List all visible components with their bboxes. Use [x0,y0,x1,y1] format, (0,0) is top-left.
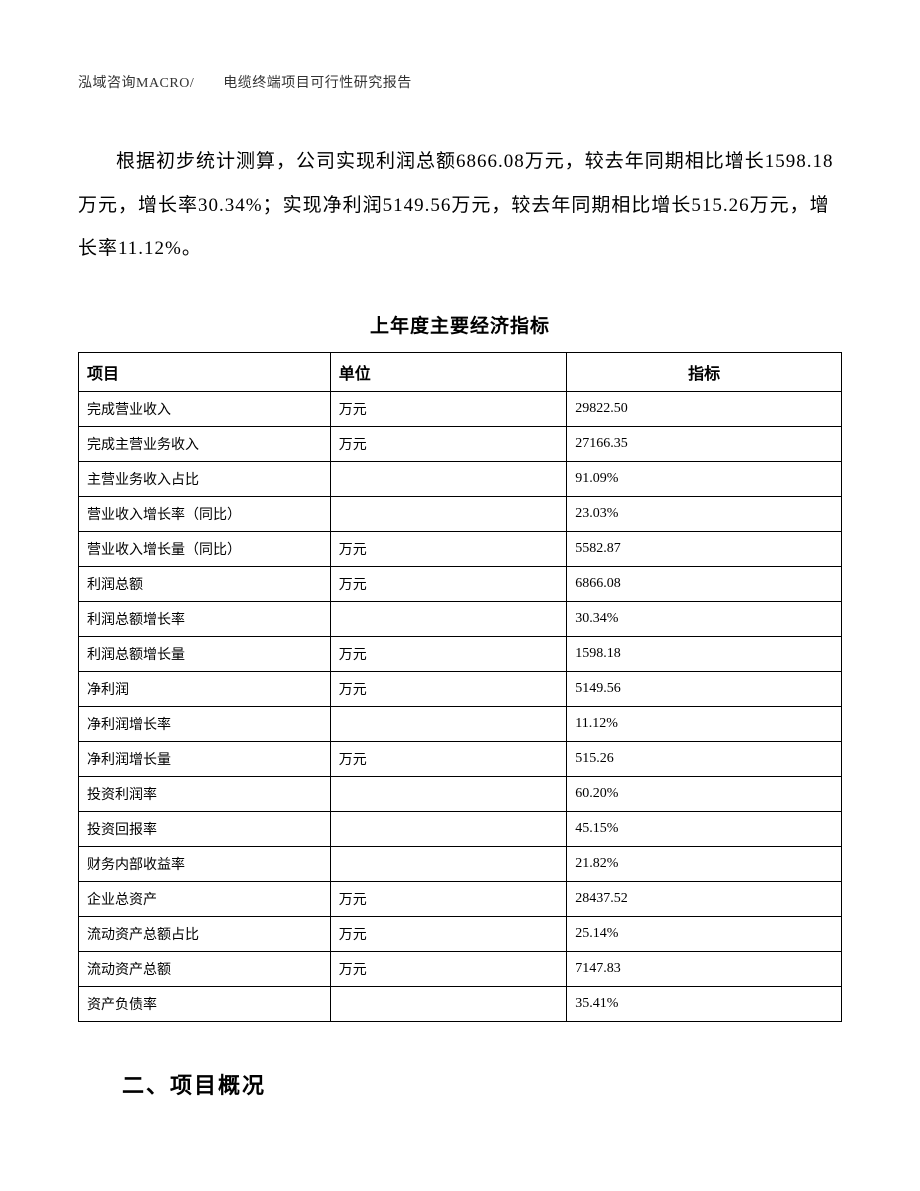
cell-value: 60.20% [567,777,842,812]
table-row: 净利润万元5149.56 [79,672,842,707]
summary-paragraph: 根据初步统计测算，公司实现利润总额6866.08万元，较去年同期相比增长1598… [78,140,842,271]
cell-item: 利润总额增长量 [79,637,331,672]
cell-item: 流动资产总额 [79,952,331,987]
table-row: 完成主营业务收入万元27166.35 [79,427,842,462]
cell-unit: 万元 [330,427,567,462]
table-row: 利润总额万元6866.08 [79,567,842,602]
cell-item: 营业收入增长量（同比） [79,532,331,567]
cell-item: 净利润增长量 [79,742,331,777]
cell-unit: 万元 [330,637,567,672]
cell-unit [330,462,567,497]
table-row: 利润总额增长量万元1598.18 [79,637,842,672]
cell-item: 利润总额 [79,567,331,602]
cell-item: 企业总资产 [79,882,331,917]
cell-unit: 万元 [330,567,567,602]
cell-item: 财务内部收益率 [79,847,331,882]
table-row: 企业总资产万元28437.52 [79,882,842,917]
cell-unit [330,707,567,742]
cell-item: 投资利润率 [79,777,331,812]
cell-value: 6866.08 [567,567,842,602]
cell-value: 28437.52 [567,882,842,917]
cell-unit [330,497,567,532]
cell-value: 29822.50 [567,392,842,427]
cell-value: 7147.83 [567,952,842,987]
cell-item: 完成营业收入 [79,392,331,427]
column-header-item: 项目 [79,353,331,392]
table-header-row: 项目 单位 指标 [79,353,842,392]
table-row: 利润总额增长率 30.34% [79,602,842,637]
cell-value: 91.09% [567,462,842,497]
table-row: 投资利润率 60.20% [79,777,842,812]
cell-unit [330,987,567,1022]
table-row: 净利润增长量万元515.26 [79,742,842,777]
table-row: 主营业务收入占比 91.09% [79,462,842,497]
table-row: 完成营业收入万元29822.50 [79,392,842,427]
section-heading: 二、项目概况 [78,1068,842,1100]
economic-indicators-table: 项目 单位 指标 完成营业收入万元29822.50 完成主营业务收入万元2716… [78,352,842,1022]
cell-value: 21.82% [567,847,842,882]
table-row: 财务内部收益率 21.82% [79,847,842,882]
table-row: 流动资产总额占比万元25.14% [79,917,842,952]
cell-value: 5582.87 [567,532,842,567]
cell-item: 净利润增长率 [79,707,331,742]
cell-value: 11.12% [567,707,842,742]
cell-value: 515.26 [567,742,842,777]
cell-item: 资产负债率 [79,987,331,1022]
cell-value: 23.03% [567,497,842,532]
table-row: 流动资产总额万元7147.83 [79,952,842,987]
column-header-value: 指标 [567,353,842,392]
table-row: 资产负债率 35.41% [79,987,842,1022]
cell-value: 25.14% [567,917,842,952]
cell-item: 完成主营业务收入 [79,427,331,462]
column-header-unit: 单位 [330,353,567,392]
cell-value: 35.41% [567,987,842,1022]
cell-unit: 万元 [330,917,567,952]
table-title: 上年度主要经济指标 [78,311,842,338]
cell-value: 1598.18 [567,637,842,672]
cell-item: 投资回报率 [79,812,331,847]
cell-unit [330,602,567,637]
cell-unit: 万元 [330,532,567,567]
cell-value: 27166.35 [567,427,842,462]
cell-item: 主营业务收入占比 [79,462,331,497]
cell-item: 营业收入增长率（同比） [79,497,331,532]
cell-value: 30.34% [567,602,842,637]
cell-unit: 万元 [330,672,567,707]
table-body: 完成营业收入万元29822.50 完成主营业务收入万元27166.35 主营业务… [79,392,842,1022]
cell-value: 5149.56 [567,672,842,707]
table-row: 营业收入增长率（同比） 23.03% [79,497,842,532]
cell-unit: 万元 [330,742,567,777]
cell-unit: 万元 [330,952,567,987]
cell-unit: 万元 [330,882,567,917]
table-row: 营业收入增长量（同比）万元5582.87 [79,532,842,567]
cell-value: 45.15% [567,812,842,847]
cell-item: 利润总额增长率 [79,602,331,637]
cell-item: 流动资产总额占比 [79,917,331,952]
cell-unit [330,777,567,812]
cell-unit [330,847,567,882]
document-page: 泓域咨询MACRO/ 电缆终端项目可行性研究报告 根据初步统计测算，公司实现利润… [0,0,920,1160]
cell-item: 净利润 [79,672,331,707]
page-header: 泓域咨询MACRO/ 电缆终端项目可行性研究报告 [78,72,842,92]
cell-unit [330,812,567,847]
table-row: 净利润增长率 11.12% [79,707,842,742]
table-row: 投资回报率 45.15% [79,812,842,847]
cell-unit: 万元 [330,392,567,427]
